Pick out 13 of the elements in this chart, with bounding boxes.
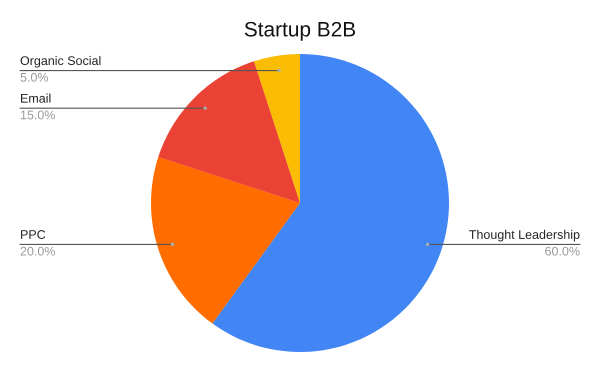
- pie-slice: [254, 54, 300, 203]
- pie-slice: [158, 61, 300, 203]
- pie-slice: [151, 156, 300, 324]
- chart-title: Startup B2B: [244, 22, 356, 41]
- slice-label: PPC: [21, 230, 46, 239]
- data-label: 20.0%: [20, 246, 55, 256]
- pie-slice: [212, 54, 449, 352]
- slice-label: Thought Leadership: [469, 230, 580, 242]
- slice-label: Organic Social: [20, 56, 100, 68]
- slice-label: Email: [21, 94, 50, 103]
- data-label: 60.0%: [545, 246, 580, 256]
- data-label: 15.0%: [20, 110, 55, 120]
- data-label: 5.0%: [20, 72, 48, 82]
